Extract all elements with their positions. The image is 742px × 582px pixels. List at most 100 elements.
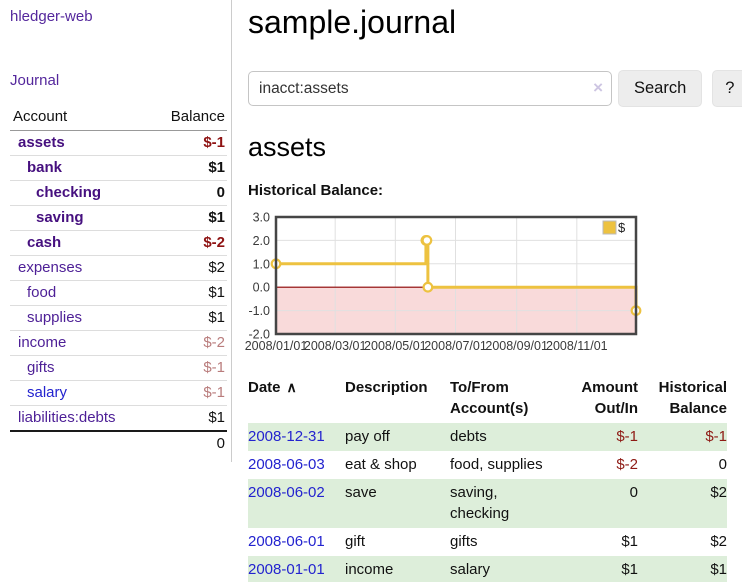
account-row: cash $-2 <box>10 230 227 256</box>
account-link[interactable]: salary <box>27 384 68 401</box>
account-row: income $-2 <box>10 330 227 356</box>
account-link[interactable]: supplies <box>27 309 83 326</box>
search-button[interactable]: Search <box>618 70 703 107</box>
account-balance: $1 <box>149 205 227 231</box>
sidebar: hledger-web Journal Account Balance asse… <box>0 0 232 462</box>
y-axis-tick-label: 3.0 <box>253 211 270 225</box>
account-link[interactable]: checking <box>36 184 102 201</box>
accounts-total-value: 0 <box>149 430 227 456</box>
register-row: 2008-06-02 save saving, checking 0 $2 <box>248 479 727 528</box>
y-axis-tick-label: 2.0 <box>253 234 270 248</box>
account-link[interactable]: expenses <box>18 259 83 276</box>
transaction-description: save <box>345 484 377 501</box>
date-header-label: Date <box>248 379 281 396</box>
accounts-total-row: 0 <box>10 430 227 456</box>
transaction-date-link[interactable]: 2008-06-01 <box>248 533 325 550</box>
account-link[interactable]: bank <box>27 159 63 176</box>
accounts-table: Account Balance assets $-1 bank $1 checking 0… <box>10 105 227 456</box>
register-table: Date ∧ Description To/From Account(s) Amo… <box>248 375 727 582</box>
transaction-accounts: saving, checking <box>450 484 510 522</box>
y-axis-tick-label: 0.0 <box>253 281 270 295</box>
x-axis-tick-label: 2008/01/01 <box>245 339 308 353</box>
transaction-accounts: salary <box>450 561 491 578</box>
transaction-description: income <box>345 561 394 578</box>
brand-link[interactable]: hledger-web <box>10 8 93 25</box>
transaction-description: gift <box>345 533 366 550</box>
account-row: saving $1 <box>10 205 227 231</box>
main-content: sample.journal × Search ? assets Histori… <box>232 0 742 582</box>
account-row: supplies $1 <box>10 305 227 331</box>
x-axis-tick-label: 2008/11/01 <box>546 339 608 353</box>
transaction-accounts: debts <box>450 428 487 445</box>
brand: hledger-web <box>10 8 227 26</box>
register-header-balance: Historical Balance <box>658 379 727 417</box>
register-table-body: 2008-12-31 pay off debts $-1 $-1 2008-06-03 ea… <box>248 423 727 582</box>
account-link[interactable]: food <box>27 284 57 301</box>
x-axis-tick-label: 2008/03/01 <box>304 339 367 353</box>
transaction-amount: $-2 <box>616 456 638 473</box>
transaction-date-link[interactable]: 2008-01-01 <box>248 561 325 578</box>
account-title: assets <box>248 132 327 162</box>
transaction-balance: $-1 <box>705 428 727 445</box>
transaction-balance: $2 <box>710 533 727 550</box>
account-link[interactable]: income <box>18 334 67 351</box>
account-balance: $-1 <box>149 355 227 381</box>
page-title: sample.journal <box>248 4 457 40</box>
register-row: 2008-12-31 pay off debts $-1 $-1 <box>248 423 727 451</box>
account-balance: $-1 <box>149 380 227 406</box>
register-row: 2008-06-01 gift gifts $1 $2 <box>248 528 727 556</box>
search-input[interactable] <box>248 71 612 106</box>
register-header-description: Description <box>345 379 428 396</box>
account-balance: $1 <box>149 280 227 306</box>
register-header-row: Date ∧ Description To/From Account(s) Amo… <box>248 375 727 423</box>
account-link[interactable]: saving <box>36 209 84 226</box>
account-row: bank $1 <box>10 155 227 181</box>
account-link[interactable]: assets <box>18 134 65 151</box>
transaction-amount: $1 <box>621 561 638 578</box>
transaction-accounts: food, supplies <box>450 456 543 473</box>
account-link[interactable]: cash <box>27 234 62 251</box>
transaction-balance: $2 <box>710 484 727 501</box>
clear-search-icon[interactable]: × <box>593 78 603 97</box>
transaction-balance: 0 <box>718 456 727 473</box>
register-header-accounts: To/From Account(s) <box>450 379 529 417</box>
register-row: 2008-01-01 income salary $1 $1 <box>248 556 727 582</box>
accounts-table-body: assets $-1 bank $1 checking 0 saving $1 cash $-2 e… <box>10 130 227 432</box>
account-row: assets $-1 <box>10 130 227 156</box>
transaction-date-link[interactable]: 2008-06-02 <box>248 484 325 501</box>
register-row: 2008-06-03 eat & shop food, supplies $-2 0 <box>248 451 727 479</box>
data-point-marker <box>421 234 433 246</box>
data-point-marker <box>422 281 434 293</box>
transaction-amount: 0 <box>629 484 638 501</box>
accounts-total-spacer <box>10 430 150 456</box>
account-row: gifts $-1 <box>10 355 227 381</box>
help-button[interactable]: ? <box>712 70 742 107</box>
accounts-header-balance: Balance <box>149 105 227 131</box>
transaction-date-link[interactable]: 2008-12-31 <box>248 428 325 445</box>
chart-label: Historical Balance: <box>248 182 384 199</box>
accounts-header-account: Account <box>10 105 150 131</box>
register-header-amount: Amount Out/In <box>581 379 638 417</box>
account-link[interactable]: liabilities:debts <box>18 409 116 426</box>
account-link[interactable]: gifts <box>27 359 55 376</box>
account-row: food $1 <box>10 280 227 306</box>
transaction-description: pay off <box>345 428 390 445</box>
y-axis-tick-label: -1.0 <box>248 304 270 318</box>
register-header-date[interactable]: Date ∧ <box>248 375 345 423</box>
plot-border <box>274 215 638 336</box>
sort-ascending-icon: ∧ <box>286 379 297 395</box>
account-row: checking 0 <box>10 180 227 206</box>
x-axis-tick-label: 2008/09/01 <box>485 339 548 353</box>
account-row: expenses $2 <box>10 255 227 281</box>
account-balance: 0 <box>149 180 227 206</box>
account-balance: $1 <box>149 305 227 331</box>
account-balance: $-2 <box>149 330 227 356</box>
account-row: salary $-1 <box>10 380 227 406</box>
transaction-date-link[interactable]: 2008-06-03 <box>248 456 325 473</box>
nav-journal-link[interactable]: Journal <box>10 72 60 89</box>
account-balance: $-1 <box>149 130 227 156</box>
transaction-amount: $1 <box>621 533 638 550</box>
chart-svg: $3.0 2.0 1.0 0.0 -1.0 -2.02008/01/012008/03/0… <box>245 211 642 353</box>
x-axis-tick-label: 2008/05/01 <box>364 339 427 353</box>
